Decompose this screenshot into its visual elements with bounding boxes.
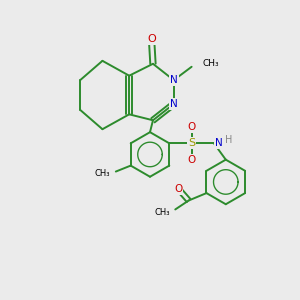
Text: CH₃: CH₃	[154, 208, 170, 217]
Text: S: S	[188, 138, 195, 148]
Text: O: O	[147, 34, 156, 44]
Text: O: O	[188, 122, 196, 132]
Text: O: O	[174, 184, 182, 194]
Text: O: O	[188, 155, 196, 165]
Text: H: H	[225, 135, 233, 145]
Text: CH₃: CH₃	[202, 59, 219, 68]
Text: CH₃: CH₃	[94, 169, 110, 178]
Text: N: N	[170, 99, 178, 109]
Text: N: N	[215, 138, 223, 148]
Text: N: N	[170, 75, 178, 85]
